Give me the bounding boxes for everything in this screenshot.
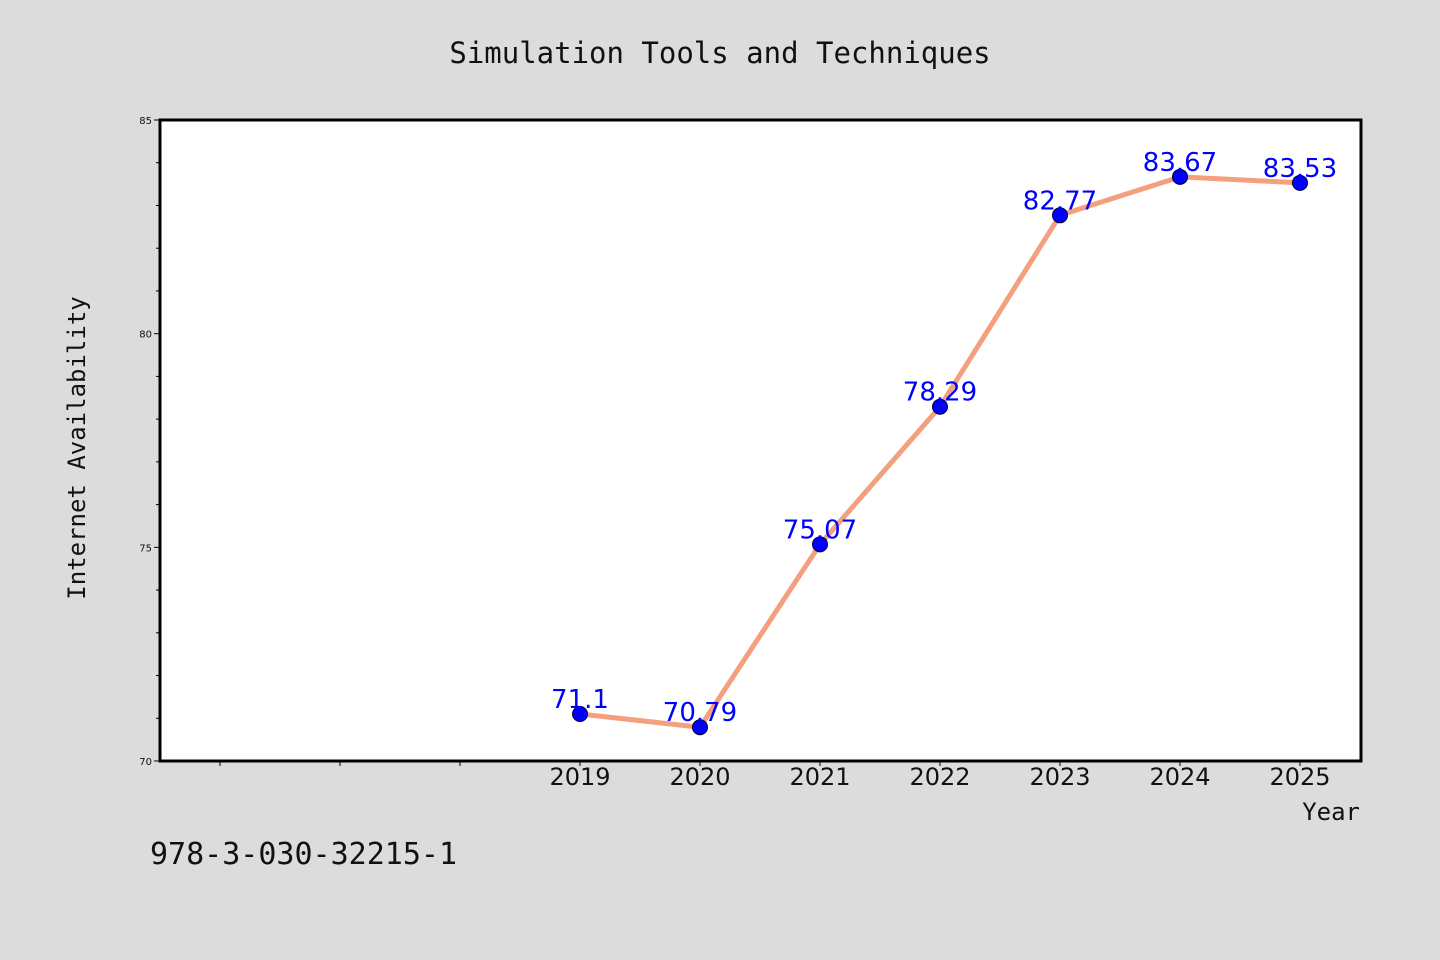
x-tick-label: 2019 — [549, 763, 610, 791]
plot-area — [160, 120, 1361, 761]
x-tick-label: 2025 — [1269, 763, 1330, 791]
x-tick-label: 2020 — [669, 763, 730, 791]
axis-ticks: 70 75 80 85 2019 2020 2021 2022 2023 2024 2025 — [139, 116, 1330, 791]
data-point-marker — [572, 705, 588, 722]
y-tick-label: 80 — [139, 330, 152, 341]
y-tick-label: 70 — [139, 757, 152, 768]
data-point-label: 71.1 — [551, 685, 609, 715]
data-point-label: 75.07 — [783, 515, 857, 545]
data-point-marker — [1052, 207, 1068, 224]
data-point-marker — [812, 536, 828, 553]
data-point-marker — [932, 398, 948, 415]
plot-frame — [158, 118, 1363, 763]
data-point-label: 82.77 — [1023, 186, 1097, 216]
data-point-label: 83.53 — [1263, 154, 1337, 184]
data-point-marker — [1292, 174, 1308, 191]
data-point-marker — [692, 719, 708, 736]
data-point-marker — [1172, 168, 1188, 185]
chart-title: Simulation Tools and Techniques — [449, 36, 990, 70]
series-layer: 71.1 70.79 75.07 78.29 82.77 83.67 83.53 — [551, 148, 1337, 736]
y-tick-label: 85 — [139, 116, 152, 127]
footnote-text: 978-3-030-32215-1 — [150, 837, 457, 872]
data-point-label: 83.67 — [1143, 148, 1217, 178]
x-tick-label: 2022 — [909, 763, 970, 791]
x-tick-label: 2021 — [789, 763, 850, 791]
x-tick-label: 2024 — [1149, 763, 1210, 791]
data-point-label: 70.79 — [663, 698, 737, 728]
y-tick-label: 75 — [139, 543, 152, 554]
x-axis-label: Year — [1302, 798, 1360, 826]
data-point-label: 78.29 — [903, 378, 977, 408]
y-axis-label: Internet Availability — [63, 296, 91, 599]
x-tick-label: 2023 — [1029, 763, 1090, 791]
